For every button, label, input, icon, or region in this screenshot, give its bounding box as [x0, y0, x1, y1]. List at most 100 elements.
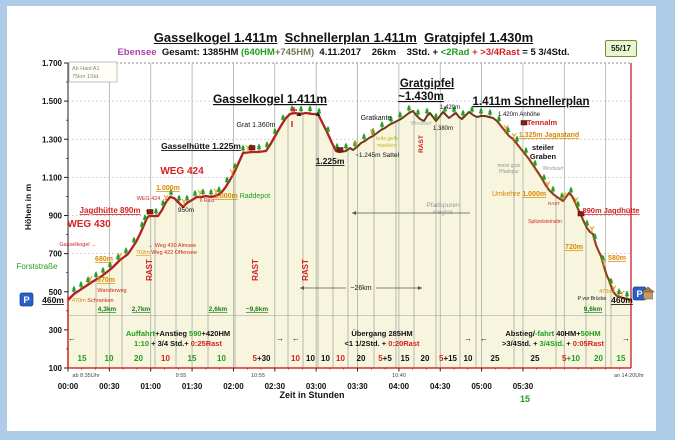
km-label: 2,7km [132, 306, 151, 313]
span-arrow: → [464, 334, 472, 343]
annotation-label: Graben [530, 152, 557, 161]
clock-time-label: 9:55 [176, 373, 187, 379]
y-axis-label: 1.100 [42, 173, 63, 182]
clock-time-label: 10:55 [251, 373, 265, 379]
span-arrow: ← [480, 334, 488, 343]
annotation-label: 720m [565, 244, 583, 251]
x-axis-label: 03:30 [347, 382, 368, 391]
y-axis-label: 1.500 [42, 97, 63, 106]
annotation-label: Forststraße [17, 262, 58, 271]
annotation-label: ~1.245m Sattel [355, 152, 399, 159]
span-arrow: → [276, 334, 284, 343]
x-axis-label: 01:30 [182, 382, 203, 391]
annotation-label: Grat 1.360m [237, 122, 276, 129]
annotation-label: 1.380m [433, 126, 453, 132]
x-axis-label: 04:00 [389, 382, 410, 391]
annotation-label: Spitzelsteinalm [528, 219, 562, 225]
x-axis-label: 00:00 [58, 382, 79, 391]
annotation-label: 1.420m [440, 105, 460, 111]
annotation-label: 460m [611, 295, 633, 305]
phase-subheader: 1:10 + 3/4 Std.+ 0:25Rast [134, 339, 222, 348]
x-axis-label: 02:00 [223, 382, 244, 391]
x-axis-label: 05:00 [471, 382, 492, 391]
annotation-label: RAST [145, 259, 154, 281]
annotation-label: Umkehre 1.000m [492, 191, 546, 198]
km-label: 2,6km [209, 306, 228, 313]
minutes-cell: 20 [421, 354, 430, 363]
annotation-label: RAST [301, 259, 310, 281]
clock-time-label: 10:40 [392, 373, 406, 379]
minutes-cell: 20 [134, 354, 143, 363]
x-axis-label: 01:00 [140, 382, 161, 391]
annotation-label: P vor Brücke [578, 296, 607, 302]
annotation-label: Jagdhütte 890m [80, 206, 141, 215]
annotation-label: Wanderweg [97, 288, 126, 294]
km-label: ~9,6km [246, 306, 268, 313]
page-number-badge: 55/17 [605, 40, 637, 57]
annotation-label: meist gute [497, 163, 520, 169]
minutes-cell: 5+10 [562, 354, 581, 363]
annotation-label: ~1.430m [398, 91, 444, 103]
start-info-box [68, 61, 118, 83]
annotation-label: → Weg 430 Almsee [148, 243, 197, 249]
clock-time-label: ab 8:35Uhr [72, 373, 99, 379]
y-axis-label: 900 [49, 212, 63, 221]
annotation-label: ~26km [350, 285, 371, 292]
annotation-label: Gratkante [361, 115, 392, 122]
y-axis-label: 700 [49, 250, 63, 259]
annotation-label: 950m [178, 207, 194, 214]
distance-arrows [300, 211, 470, 290]
km-label: 4,3km [98, 306, 117, 313]
minutes-cell: 5+15 [439, 354, 458, 363]
annotation-label: Gasselhütte 1.225m [161, 141, 241, 151]
y-axis-label: 300 [49, 326, 63, 335]
svg-text:P: P [636, 289, 643, 300]
parking-icon: P [19, 292, 34, 307]
minutes-cell: 10 [306, 354, 315, 363]
annotation-label: 1.225m [316, 156, 345, 166]
hut-marker [146, 209, 154, 215]
annotation-label: 570m [97, 277, 115, 284]
annotation-label: 460m [42, 295, 64, 305]
x-axis-label: 00:30 [99, 382, 120, 391]
minutes-cell: 15 [617, 354, 626, 363]
phase-header: Übergang 285HM [351, 329, 412, 338]
hut-marker [577, 211, 585, 217]
km-label: 9,6km [584, 306, 603, 313]
minutes-cell: 10 [321, 354, 330, 363]
annotation-label: 6 Rast [200, 198, 215, 204]
page-title: Gasselkogel 1.411m Schnellerplan 1.411m … [153, 30, 534, 45]
hut-marker [248, 145, 256, 151]
hut-marker [336, 147, 344, 153]
annotation-label: WEG 424 [160, 166, 204, 177]
minutes-cell: 10 [217, 354, 226, 363]
minutes-cell: 10 [464, 354, 473, 363]
bottom-table: 4,3km 2,7km 2,6km ~9,6km 9,6km Auffahrt+Ansti… [68, 306, 630, 363]
annotation-label: Windwurf [543, 166, 564, 172]
annotation-label: Windwurf [411, 121, 432, 127]
annotation-label: 470m [599, 289, 613, 295]
minutes-cell: 5+5 [378, 354, 392, 363]
hut-icon [641, 286, 655, 300]
annotation-label: 702m Weg 422 Offensee [136, 250, 197, 256]
start-info-text: 75km 1Std. [72, 74, 100, 80]
span-arrow: ← [292, 334, 300, 343]
y-axis-label: 100 [49, 364, 63, 373]
minutes-cell: 25 [491, 354, 500, 363]
minutes-cell: 10 [291, 354, 300, 363]
annotation-label: teils gelb [376, 136, 398, 142]
annotation-label: Gratgipfel [400, 78, 454, 90]
annotation-label: 1.000m [156, 185, 180, 192]
phase-subheader: <1 1/2Std. + 0:20Rast [344, 339, 420, 348]
annotation-label: Gasselkogel 1.411m [213, 92, 327, 106]
annotation-label: steiler [532, 143, 554, 152]
minutes-cell: 15 [188, 354, 197, 363]
start-info-text: Ab Haid A1 [72, 66, 100, 72]
annotation-label: WEG 430 [67, 219, 111, 230]
footnote-minutes: 15 [520, 394, 530, 404]
annotation-label: 680m [95, 256, 113, 263]
y-axis-label: 500 [49, 288, 63, 297]
summit-triangle-marker [315, 112, 321, 116]
